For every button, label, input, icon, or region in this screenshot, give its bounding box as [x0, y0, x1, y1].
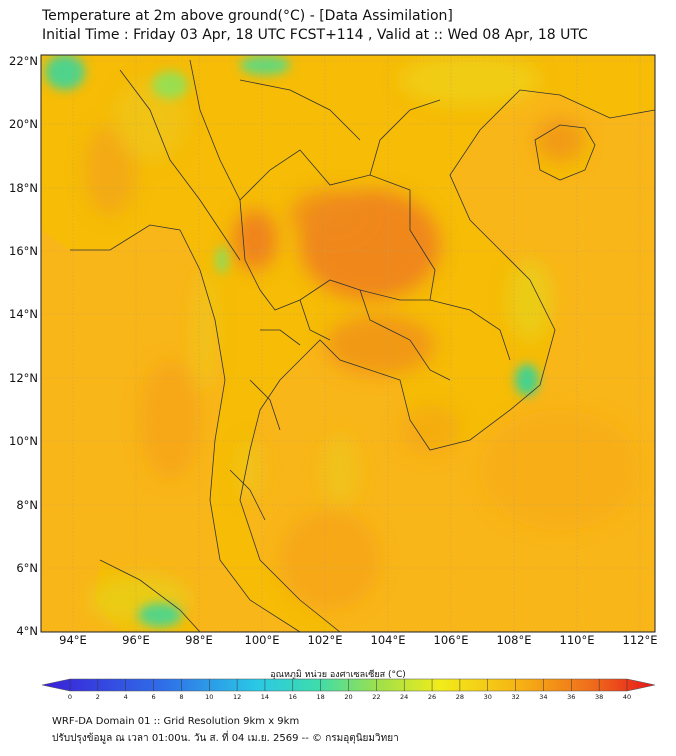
colorbar-tick-label: 22 [372, 693, 381, 701]
lon-label: 104°E [370, 633, 406, 647]
borders [70, 59, 655, 632]
colorbar-tick-label: 36 [567, 693, 576, 701]
lon-label: 96°E [122, 633, 150, 647]
lat-label: 6°N [16, 561, 38, 575]
footer-model-info: WRF-DA Domain 01 :: Grid Resolution 9km … [52, 716, 300, 727]
colorbar-tick-label: 6 [151, 693, 156, 701]
lon-label: 110°E [559, 633, 595, 647]
colorbar-tick-label: 18 [316, 693, 325, 701]
colorbar-tick-label: 38 [595, 693, 604, 701]
lat-label: 22°N [9, 54, 38, 68]
colorbar-tick-label: 4 [123, 693, 128, 701]
colorbar-tick-label: 24 [400, 693, 409, 701]
colorbar-tick-label: 14 [260, 693, 270, 701]
colorbar-tick-label: 16 [288, 693, 297, 701]
lat-label: 10°N [9, 434, 38, 448]
lat-label: 12°N [9, 371, 38, 385]
colorbar-tick-label: 20 [344, 693, 353, 701]
colorbar-tick-label: 26 [427, 693, 437, 701]
lon-label: 106°E [433, 633, 469, 647]
colorbar-tick-label: 2 [95, 693, 100, 701]
graticule [41, 55, 655, 632]
colorbar-tick-label: 34 [539, 693, 548, 701]
lon-label: 108°E [496, 633, 532, 647]
map-subtitle: Initial Time : Friday 03 Apr, 18 UTC FCS… [42, 27, 588, 43]
lat-label: 18°N [9, 181, 38, 195]
lat-label: 8°N [16, 498, 38, 512]
lat-label: 16°N [9, 244, 38, 258]
lat-label: 14°N [9, 307, 38, 321]
lat-label: 20°N [9, 117, 38, 131]
colorbar-tick-label: 0 [67, 693, 73, 701]
colorbar [41, 678, 656, 692]
temperature-shading [85, 55, 640, 625]
colorbar-tick-label: 30 [483, 693, 492, 701]
colorbar-tick-label: 32 [511, 693, 520, 701]
lon-label: 102°E [307, 633, 343, 647]
lon-label: 98°E [185, 633, 213, 647]
footer-update-info: ปรับปรุงข้อมูล ณ เวลา 01:00น. วัน ส. ที่… [52, 733, 399, 744]
colorbar-tick-label: 10 [205, 693, 214, 701]
colorbar-label: อุณหภูมิ หน่วย องศาเซลเซียส (°C) [270, 670, 406, 680]
colorbar-tick-label: 12 [232, 693, 242, 701]
colorbar-tick-label: 40 [622, 693, 632, 701]
map-title: Temperature at 2m above ground(°C) - [Da… [42, 8, 453, 24]
temperature-map [40, 54, 656, 633]
colorbar-tick-label: 28 [455, 693, 465, 701]
lon-label: 100°E [244, 633, 280, 647]
lon-label: 94°E [59, 633, 87, 647]
lon-label: 112°E [622, 633, 658, 647]
map-frame [40, 54, 656, 633]
colorbar-tick-label: 8 [179, 693, 184, 701]
cool-spots [45, 55, 539, 627]
lat-label: 4°N [16, 624, 38, 638]
